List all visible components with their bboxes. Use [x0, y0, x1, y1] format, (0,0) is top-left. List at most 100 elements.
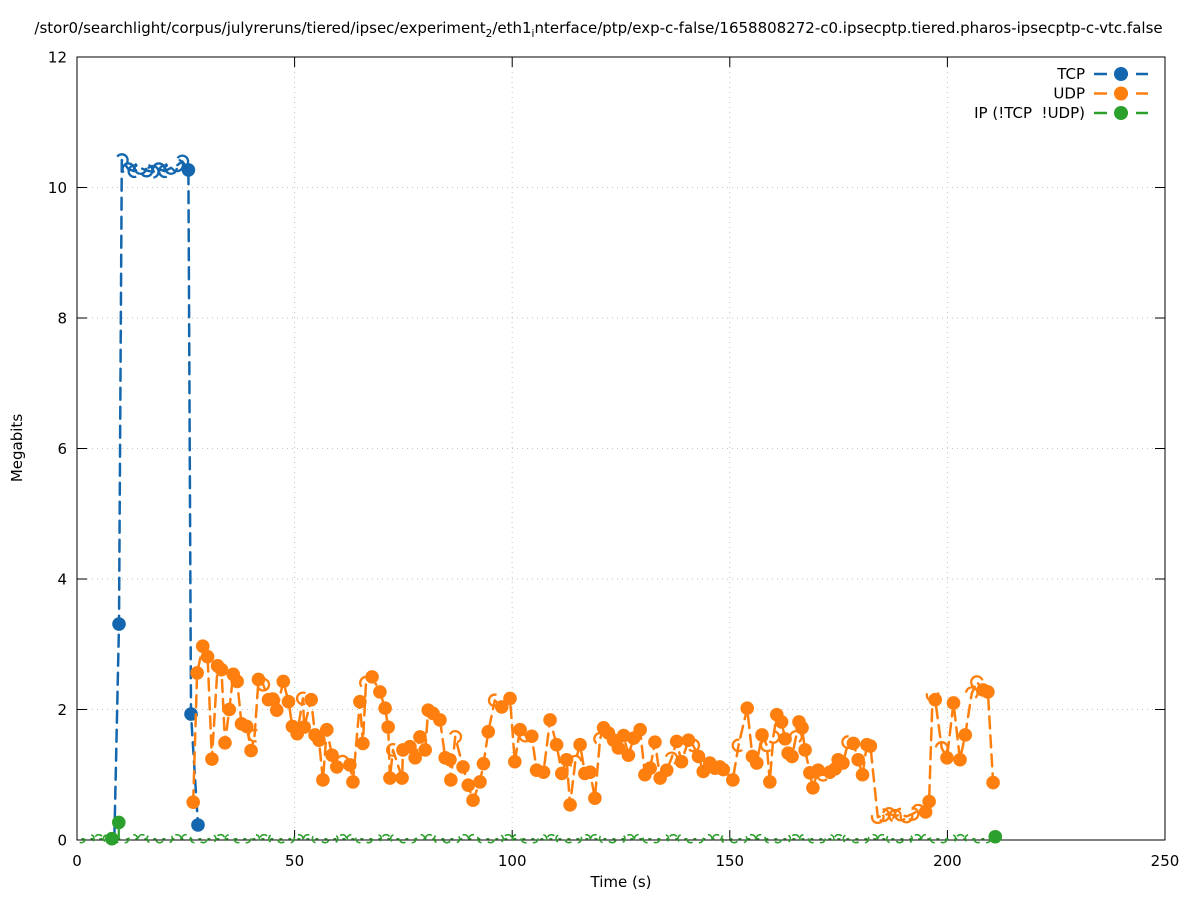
y-axis-label: Megabits	[8, 414, 26, 482]
data-point-marker	[524, 729, 539, 744]
baseline-arc-marker	[929, 833, 940, 844]
baseline-arc-marker	[555, 833, 565, 844]
data-point-arc-marker	[759, 738, 774, 753]
baseline-arc-marker	[920, 833, 931, 844]
baseline-arc-marker	[624, 833, 635, 844]
baseline-arc-marker	[590, 833, 600, 844]
baseline-arc-marker	[859, 833, 870, 844]
data-point-marker	[281, 694, 296, 709]
data-point-marker	[395, 771, 409, 785]
x-tick-label: 0	[72, 852, 82, 870]
baseline-arc-marker	[381, 833, 391, 844]
baseline-arc-marker	[137, 833, 148, 844]
baseline-arc-marker	[250, 833, 261, 844]
data-point-marker	[749, 756, 764, 770]
data-point-arc-marker	[518, 728, 533, 743]
data-point-marker	[549, 737, 564, 752]
baseline-arc-marker	[946, 833, 957, 844]
baseline-arc-marker	[772, 833, 783, 844]
baseline-arc-marker	[973, 833, 983, 844]
data-point-marker	[953, 752, 967, 767]
data-point-marker	[383, 771, 397, 785]
data-point-marker	[444, 773, 458, 787]
baseline-arc-marker	[903, 833, 914, 844]
data-point-marker	[691, 749, 706, 764]
baseline-arc-marker	[215, 833, 226, 844]
data-point-marker	[266, 692, 280, 706]
axes: 0 50 100 150 200 250 0 2 4 6 8 10 12	[48, 49, 1179, 871]
data-point-marker	[251, 672, 266, 687]
x-tick-label: 50	[285, 852, 304, 870]
data-point-marker	[111, 815, 126, 830]
data-point-marker	[588, 791, 602, 806]
baseline-arc-marker	[738, 833, 748, 844]
data-point-marker	[806, 781, 820, 795]
baseline-arc-marker	[346, 833, 356, 844]
y-tick-label: 10	[48, 179, 67, 197]
baseline-arc-marker	[668, 833, 679, 844]
data-point-marker	[239, 719, 254, 734]
baseline-arc-marker	[424, 833, 435, 844]
baseline-arc-marker	[816, 833, 826, 844]
data-point-marker	[513, 722, 527, 737]
data-point-marker	[466, 793, 480, 807]
data-point-arc-marker	[899, 809, 914, 824]
data-point-marker	[740, 701, 755, 715]
data-point-marker	[851, 752, 865, 767]
baseline-arc-marker	[442, 833, 452, 844]
baseline-arc-marker	[755, 833, 766, 844]
legend-label-udp: UDP	[1053, 85, 1085, 103]
baseline-arc-marker	[616, 833, 626, 844]
baseline-arc-marker	[563, 833, 574, 844]
baseline-arc-marker	[912, 833, 922, 844]
baseline-arc-marker	[433, 833, 444, 844]
baseline-arc-marker	[572, 833, 583, 844]
data-point-marker	[214, 662, 229, 677]
legend-marker-tcp	[1114, 67, 1128, 81]
baseline-arc-marker	[268, 833, 278, 844]
baseline-arc-marker	[154, 833, 165, 844]
series-udp	[186, 639, 1000, 825]
baseline-arc-marker	[311, 833, 322, 844]
baseline-arc-marker	[485, 833, 496, 844]
data-point-marker	[508, 754, 522, 769]
data-point-marker	[643, 761, 657, 776]
baseline-arc-marker	[964, 833, 974, 844]
baseline-arc-marker	[259, 833, 269, 844]
data-point-marker	[763, 775, 777, 789]
data-point-marker	[330, 760, 344, 774]
data-point-marker	[218, 735, 232, 750]
data-point-marker	[222, 702, 237, 717]
data-point-arc-marker	[133, 160, 148, 175]
data-point-marker	[659, 763, 674, 777]
data-point-arc-marker	[170, 158, 185, 173]
data-series	[76, 153, 1003, 846]
data-point-arc-marker	[247, 728, 262, 743]
baseline-arc-marker	[511, 833, 522, 844]
data-point-marker	[563, 797, 577, 812]
data-point-marker	[669, 734, 684, 749]
data-point-marker	[863, 739, 878, 753]
series-ip-not-tcp-not-udp	[76, 815, 1003, 846]
baseline-arc-marker	[198, 833, 209, 844]
baseline-arc-marker	[285, 833, 296, 844]
baseline-arc-marker	[877, 833, 887, 844]
baseline-arc-marker	[711, 833, 722, 844]
data-point-marker	[583, 765, 597, 779]
baseline-arc-marker	[328, 833, 339, 844]
baseline-arc-marker	[598, 833, 609, 844]
x-tick-label: 250	[1151, 852, 1180, 870]
data-point-marker	[378, 701, 392, 715]
y-tick-label: 6	[57, 440, 67, 458]
baseline-arc-marker	[694, 833, 705, 844]
series-tcp	[112, 153, 205, 838]
data-point-marker	[353, 694, 367, 709]
data-point-marker	[343, 758, 357, 772]
data-point-arc-marker	[789, 729, 803, 744]
data-point-marker	[918, 805, 933, 819]
data-point-arc-marker	[256, 677, 271, 692]
baseline-arc-marker	[468, 833, 478, 844]
data-point-marker	[778, 732, 792, 746]
data-point-marker	[105, 831, 119, 846]
baseline-arc-marker	[207, 833, 217, 844]
